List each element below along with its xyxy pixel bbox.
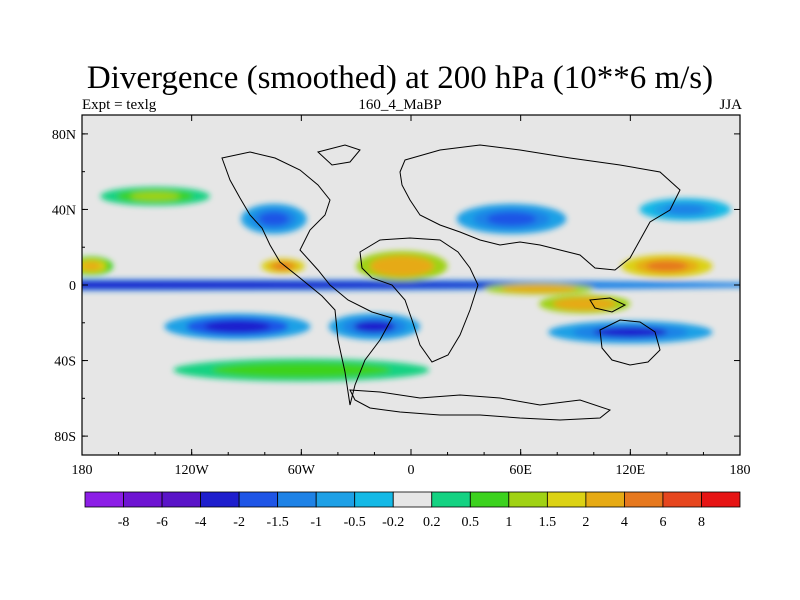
colorbar-swatch [277, 491, 317, 508]
x-tick-label: 120W [175, 463, 210, 478]
experiment-label: Expt = texlg [82, 97, 157, 113]
x-tick-label: 0 [408, 463, 415, 478]
field-pos-nh-band [130, 191, 180, 201]
colorbar-swatch [546, 491, 587, 508]
colorbar-swatch [161, 491, 201, 508]
colorbar-label: 8 [698, 515, 705, 530]
field-sh-subtropic-neg-2 [353, 320, 396, 333]
colorbar-swatch [392, 491, 433, 508]
colorbar-swatch [431, 491, 471, 508]
colorbar-swatch [624, 491, 664, 508]
field-nh-neg-asia [486, 212, 537, 226]
colorbar-swatch [508, 491, 548, 508]
colorbar-label: -0.5 [344, 515, 366, 530]
divergence-field [82, 186, 740, 382]
x-tick-label: 180 [72, 463, 93, 478]
colorbar-label: 0.2 [423, 515, 441, 530]
colorbar-label: -4 [195, 515, 207, 530]
season-label: JJA [719, 97, 742, 113]
colorbar-label: 6 [659, 515, 666, 530]
x-tick-label: 120E [616, 463, 646, 478]
colorbar-label: 2 [582, 515, 589, 530]
field-pos-indian-ocean [514, 286, 564, 292]
field-sh-subtropic-neg-1 [204, 320, 271, 333]
y-tick-label: 80N [52, 128, 76, 143]
x-tick-label: 60E [509, 463, 532, 478]
colorbar [84, 491, 741, 508]
colorbar-label: -1.5 [267, 515, 289, 530]
field-nh-neg-pacific [664, 204, 706, 215]
y-axis: 80N 40N 0 40S 80S [52, 128, 740, 445]
y-tick-label: 80S [54, 430, 76, 445]
colorbar-swatch [238, 491, 279, 508]
field-pos-africa [381, 259, 423, 273]
colorbar-swatch [469, 491, 510, 508]
colorbar-swatch [200, 491, 240, 508]
field-nh-neg-atlantic [259, 212, 289, 226]
x-tick-label: 60W [288, 463, 316, 478]
colorbar-label: 4 [621, 515, 628, 530]
colorbar-swatch [585, 491, 625, 508]
colorbar-swatch [315, 491, 356, 508]
colorbar-label: -6 [156, 515, 168, 530]
x-axis: 180 120W 60W 0 60E 120E 180 [72, 115, 751, 478]
colorbar-swatch [662, 491, 702, 508]
colorbar-label: 0.5 [462, 515, 480, 530]
chart-title: Divergence (smoothed) at 200 hPa (10**6 … [86, 60, 714, 96]
y-tick-label: 0 [69, 279, 76, 294]
coastline [221, 144, 681, 421]
colorbar-label: -8 [118, 515, 130, 530]
field-pos-sh-band [243, 364, 359, 376]
field-pos-sh-indian [564, 299, 606, 309]
colorbar-swatch [123, 491, 163, 508]
colorbar-swatch [701, 491, 741, 508]
colorbar-label: -2 [233, 515, 245, 530]
field-pos-west-pacific [646, 261, 688, 272]
colorbar-label: -0.2 [382, 515, 404, 530]
colorbar-label: 1.5 [539, 515, 557, 530]
field-pos-central-america [273, 262, 293, 270]
x-tick-label: 180 [730, 463, 751, 478]
run-label: 160_4_MaBP [358, 97, 442, 113]
colorbar-label: 1 [505, 515, 512, 530]
field-pos-east-pacific [82, 261, 102, 271]
y-tick-label: 40N [52, 203, 76, 218]
colorbar-swatch [84, 491, 124, 508]
colorbar-labels: -8 -6 -4 -2 -1.5 -1 -0.5 -0.2 0.2 0.5 1 1.5 2 4 6 8 [118, 515, 705, 530]
y-tick-label: 40S [54, 355, 76, 370]
colorbar-label: -1 [310, 515, 322, 530]
field-sh-subtropic-neg-3 [593, 327, 668, 338]
colorbar-swatch [354, 491, 394, 508]
